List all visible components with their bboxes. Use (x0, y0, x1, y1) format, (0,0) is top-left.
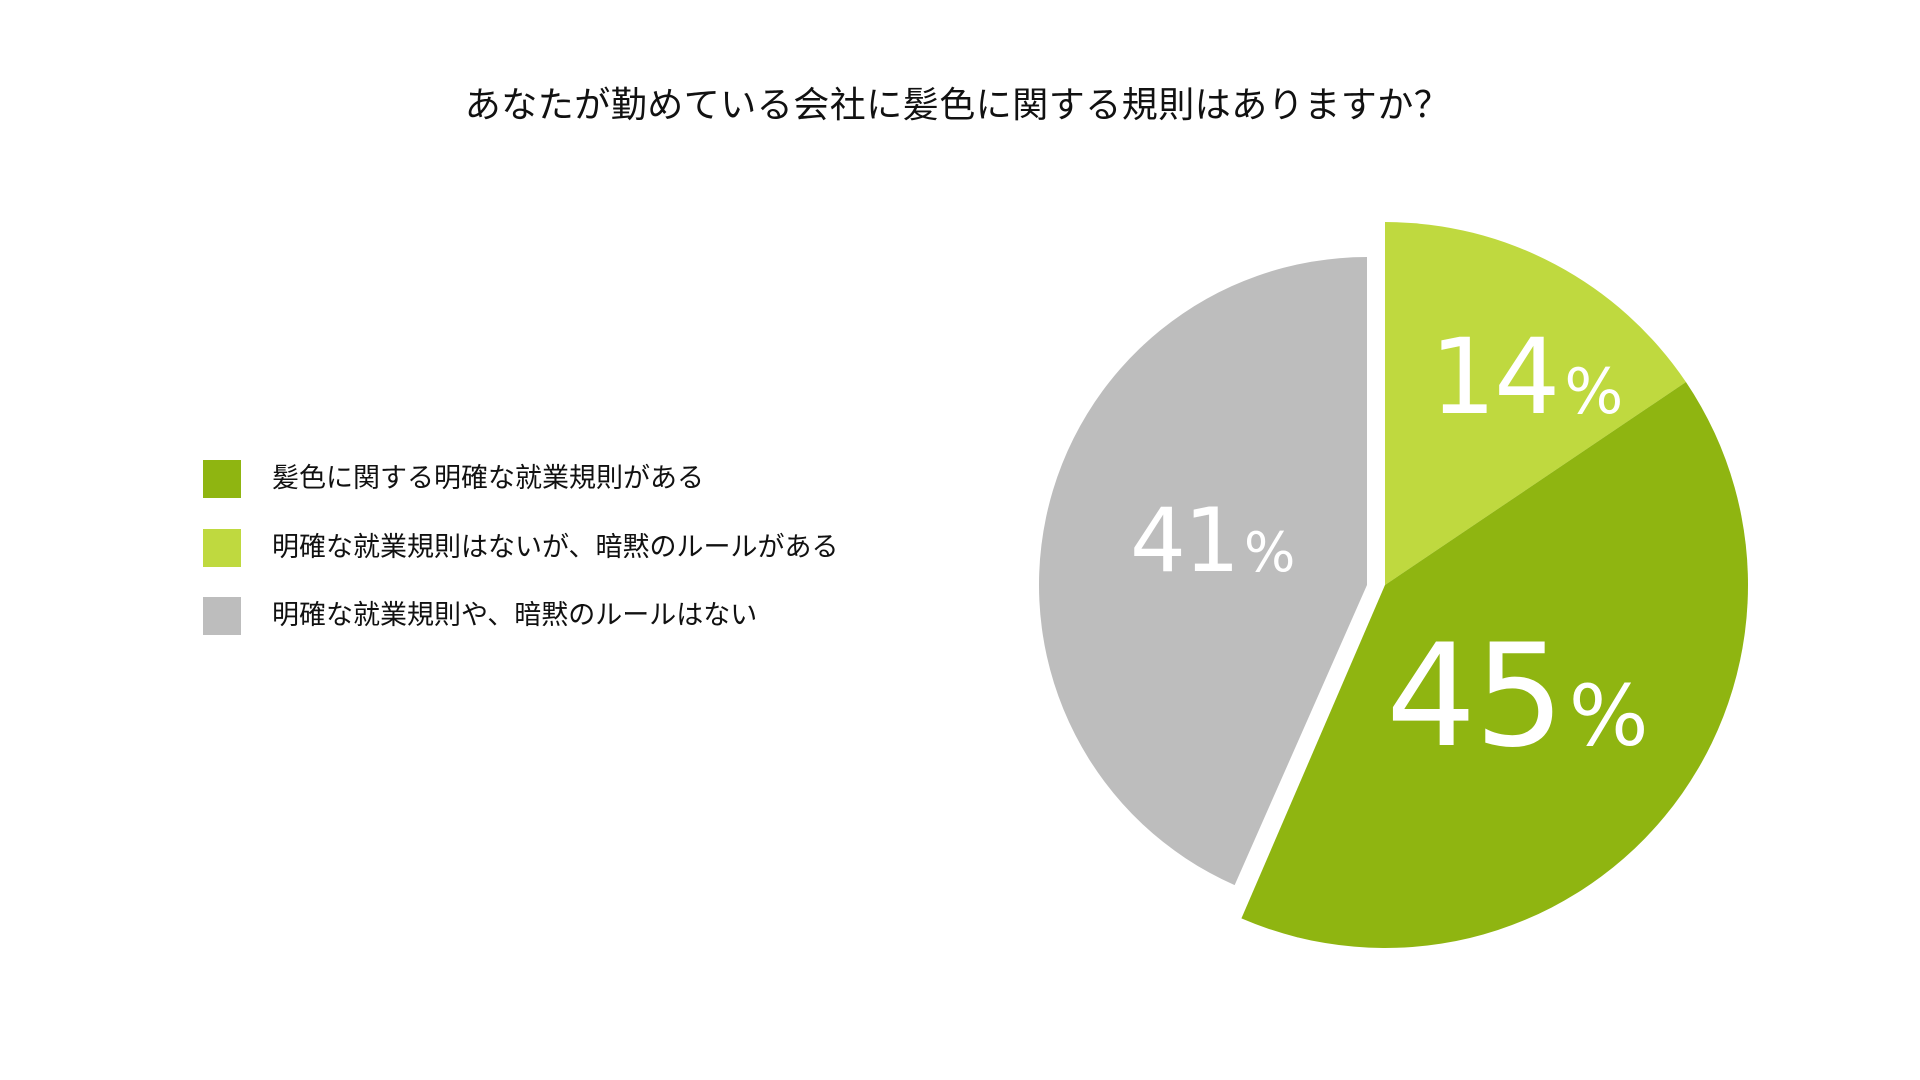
pie-slice-no-rule (1038, 257, 1367, 886)
pie-label-no-rule: 41% (1130, 494, 1295, 600)
legend-label: 明確な就業規則はないが、暗黙のルールがある (272, 532, 839, 563)
pie-value: 41 (1130, 489, 1240, 592)
legend-item-implicit-rule: 明確な就業規則はないが、暗黙のルールがある (203, 529, 838, 567)
pie-value: 45 (1386, 614, 1565, 779)
pie-value: 14 (1430, 316, 1560, 438)
legend-label: 髪色に関する明確な就業規則がある (272, 463, 704, 494)
pie-unit: % (1568, 667, 1649, 765)
pie-label-explicit-rule: 45% (1386, 622, 1649, 791)
legend-swatch-light-green (203, 529, 241, 567)
chart-title: あなたが勤めている会社に髪色に関する規則はありますか？ (464, 85, 1451, 126)
legend-item-explicit-rule: 髪色に関する明確な就業規則がある (203, 460, 838, 498)
pie-slice-implicit-rule (1385, 222, 1686, 585)
pie-slice-explicit-rule (1241, 382, 1749, 949)
legend-label: 明確な就業規則や、暗黙のルールはない (272, 600, 758, 631)
legend: 髪色に関する明確な就業規則がある 明確な就業規則はないが、暗黙のルールがある 明… (203, 460, 838, 666)
legend-swatch-dark-green (203, 460, 241, 498)
pie-unit: % (1564, 355, 1624, 428)
pie-unit: % (1243, 521, 1296, 584)
legend-item-no-rule: 明確な就業規則や、暗黙のルールはない (203, 597, 838, 635)
pie-label-implicit-rule: 14% (1430, 322, 1623, 447)
legend-swatch-gray (203, 597, 241, 635)
